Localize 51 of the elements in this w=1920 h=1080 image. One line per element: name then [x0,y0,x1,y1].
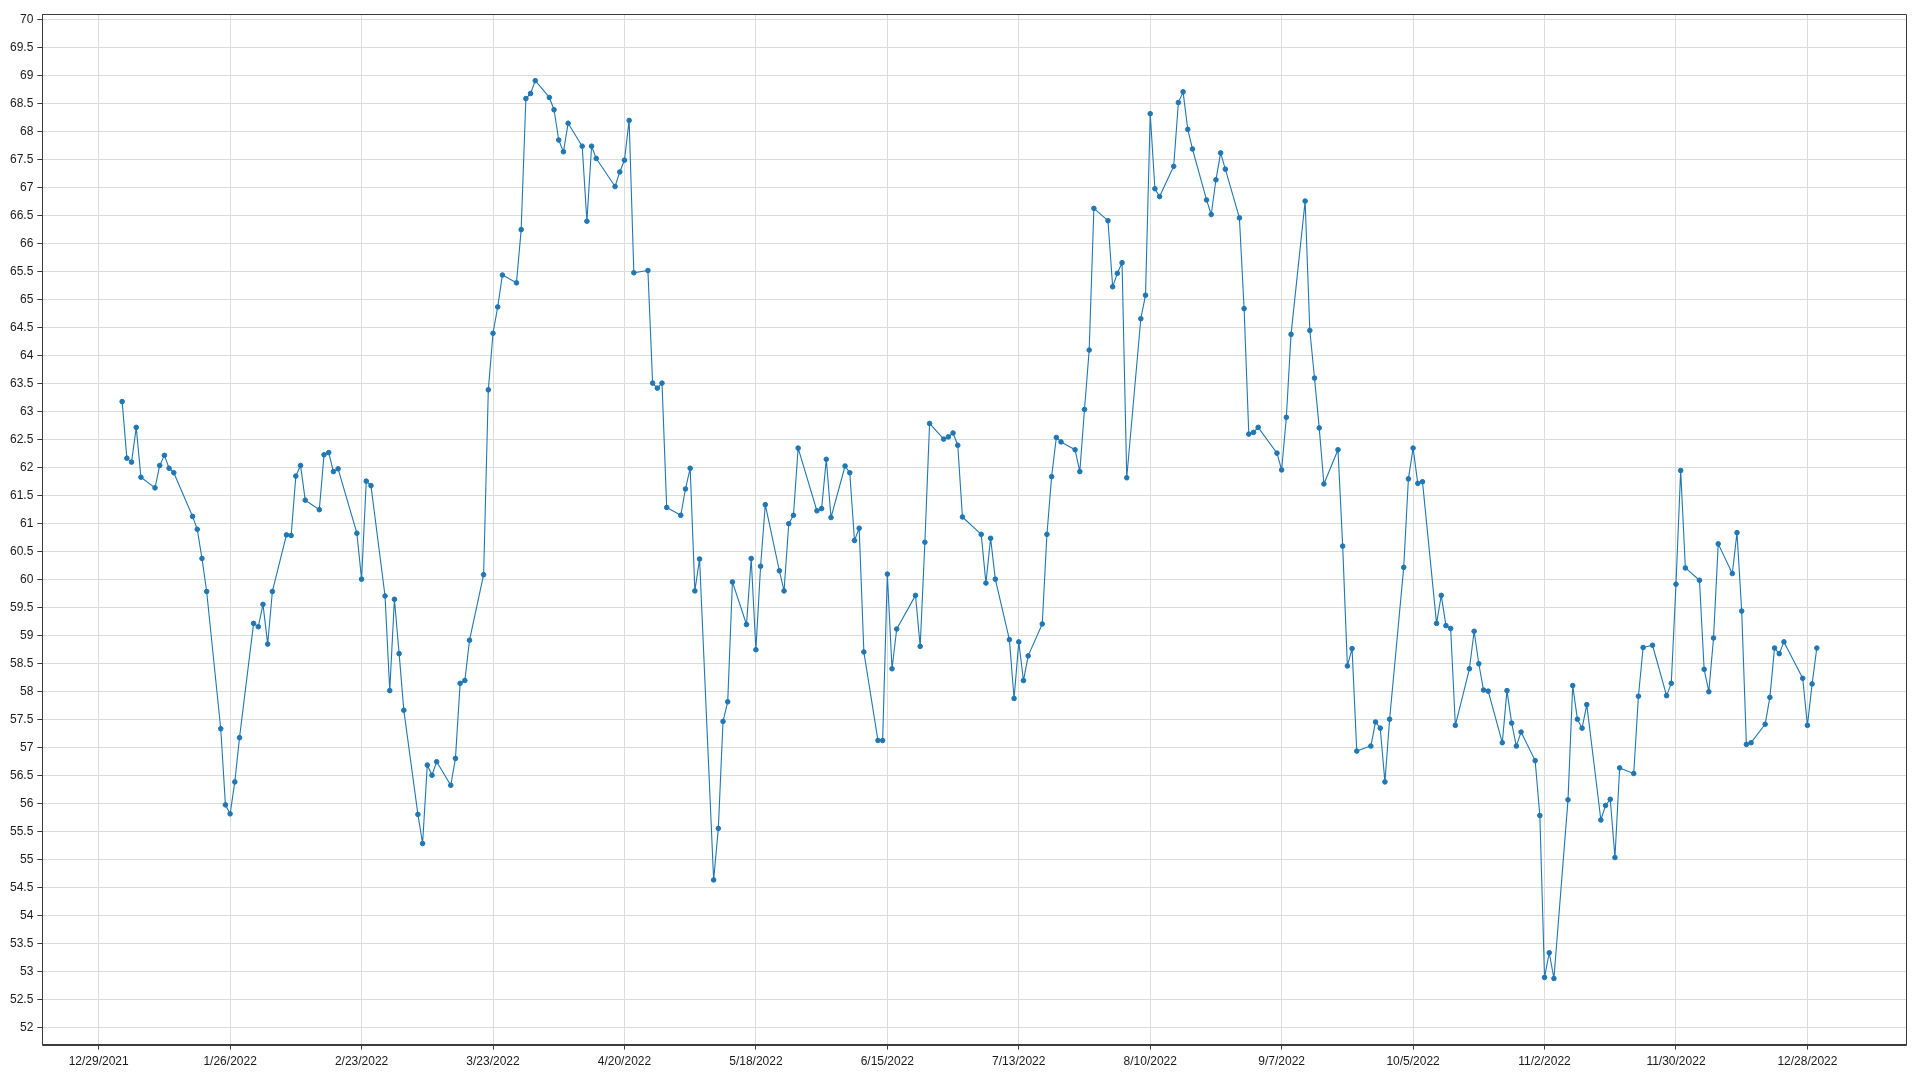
y-tick-label: 63.5 [10,375,34,390]
x-tick-label: 4/20/2022 [597,1054,652,1069]
y-tick-label: 56 [20,796,34,811]
x-tick-label: 9/7/2022 [1258,1054,1306,1069]
y-tick-label: 52 [20,1020,34,1035]
y-tick-label: 53 [20,964,34,979]
y-tick-label: 63 [20,403,34,418]
y-tick-label: 57 [20,740,34,755]
x-tick-label: 3/23/2022 [466,1054,521,1069]
y-tick-label: 54 [20,908,34,923]
y-tick-label: 60.5 [10,544,34,559]
x-tick-label: 12/28/2022 [1777,1054,1838,1069]
y-tick-label: 69.5 [10,39,34,54]
y-tick-label: 65.5 [10,263,34,278]
y-tick-label: 66.5 [10,207,34,222]
x-tick-label: 8/10/2022 [1123,1054,1178,1069]
y-tick-label: 68.5 [10,95,34,110]
y-tick-label: 67 [20,179,34,194]
y-tick-label: 64.5 [10,319,34,334]
y-tick-label: 57.5 [10,712,34,727]
y-tick-label: 62 [20,460,34,474]
y-tick-label: 52.5 [10,992,34,1007]
y-tick-label: 56.5 [10,768,34,783]
y-tick-label: 53.5 [10,936,34,951]
x-tick-label: 11/2/2022 [1518,1054,1572,1069]
y-tick-label: 54.5 [10,880,34,895]
x-tick-label: 1/26/2022 [203,1054,258,1069]
x-tick-label: 11/30/2022 [1646,1054,1706,1069]
y-tick-label: 64 [20,347,34,362]
x-tick-label: 6/15/2022 [860,1054,915,1069]
y-tick-label: 66 [20,235,34,250]
y-tick-label: 70 [20,11,34,26]
y-tick-label: 67.5 [10,151,34,166]
y-tick-label: 68 [20,123,34,138]
x-tick-label: 7/13/2022 [992,1054,1046,1069]
y-tick-label: 61 [20,516,34,531]
y-tick-label: 59.5 [10,600,34,615]
x-tick-label: 12/29/2021 [68,1054,130,1069]
y-tick-label: 58.5 [10,656,34,671]
x-tick-label: 2/23/2022 [334,1054,389,1069]
y-tick-label: 69 [20,67,34,82]
y-tick-label: 65 [20,291,34,306]
y-tick-label: 59 [20,628,34,643]
y-tick-label: 55.5 [10,824,34,839]
x-tick-label: 5/18/2022 [729,1054,783,1069]
x-tick-label: 10/5/2022 [1386,1054,1441,1069]
y-tick-label: 62.5 [10,432,34,446]
y-tick-label: 60 [20,572,34,587]
y-tick-label: 58 [20,684,34,699]
y-tick-label: 55 [20,852,34,867]
y-tick-label: 61.5 [10,488,34,503]
